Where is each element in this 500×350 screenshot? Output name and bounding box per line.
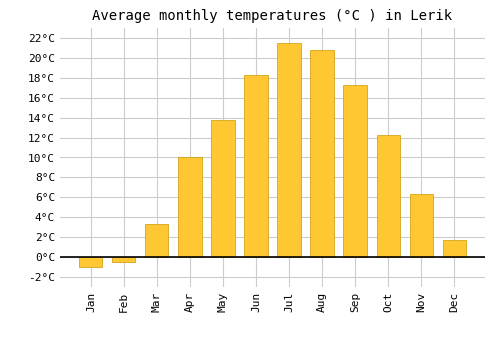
Bar (376, 135, 400, 257)
Bar (442, 240, 466, 257)
Bar (244, 75, 268, 257)
Bar (212, 120, 234, 257)
Bar (80, 257, 102, 267)
Title: Average monthly temperatures (°C ) in Lerik: Average monthly temperatures (°C ) in Le… (92, 9, 452, 23)
Bar (112, 257, 136, 262)
Bar (410, 194, 432, 257)
Bar (310, 50, 334, 257)
Bar (344, 85, 366, 257)
Bar (146, 224, 169, 257)
Bar (278, 43, 300, 257)
Bar (178, 158, 202, 257)
